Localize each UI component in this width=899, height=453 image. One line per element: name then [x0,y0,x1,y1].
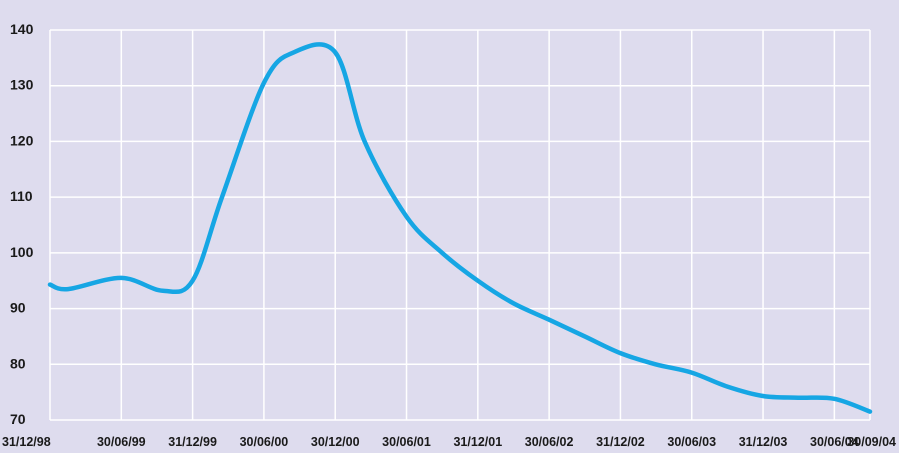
series [47,42,873,414]
y-tick-label: 120 [10,132,34,148]
x-tick-label: 30/12/00 [311,435,360,449]
x-tick-label: 30/06/02 [525,435,574,449]
y-tick-label: 140 [10,21,34,37]
y-tick-label: 80 [10,355,26,371]
x-tick-label: 30/06/00 [240,435,289,449]
x-tick-label: 30/06/03 [667,435,716,449]
y-axis-ticks: 70 80 90 100 110 120 130 140 [10,21,34,427]
x-tick-label: 30/06/04 [810,435,859,449]
x-tick-label: 30/09/04 [847,435,896,449]
y-tick-label: 90 [10,300,26,316]
y-tick-label: 100 [10,244,34,260]
series-line [47,42,873,414]
grid [49,29,871,421]
y-tick-label: 130 [10,77,34,93]
x-tick-label: 31/12/02 [596,435,645,449]
x-tick-label: 31/12/01 [453,435,502,449]
x-tick-label: 31/12/98 [2,435,51,449]
y-tick-label: 110 [10,188,33,204]
x-tick-label: 31/12/03 [739,435,788,449]
x-tick-label: 30/06/99 [97,435,146,449]
x-axis-ticks: 31/12/98 30/06/99 31/12/99 30/06/00 30/12/00… [2,435,896,449]
y-tick-label: 70 [10,411,26,427]
x-tick-label: 31/12/99 [168,435,217,449]
x-tick-label: 30/06/01 [382,435,431,449]
